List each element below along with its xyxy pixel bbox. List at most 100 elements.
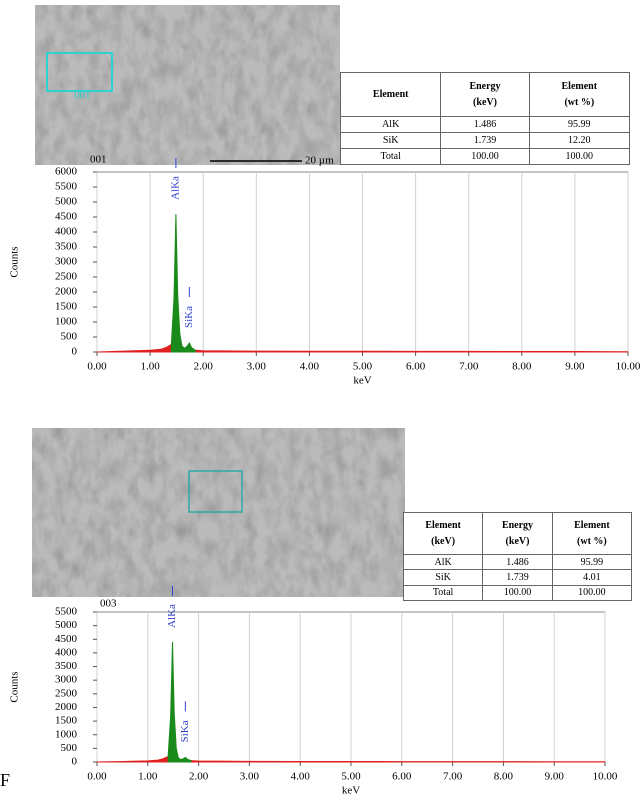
- x-tick-label: 4.00: [300, 361, 320, 373]
- caption: F: [0, 770, 11, 790]
- table-cell: 100.00: [482, 584, 553, 602]
- table-row: Total 100.00 100.00: [339, 148, 631, 165]
- peak-label: AlKa: [166, 604, 178, 628]
- eds-table: Element Energy (keV) Element (wt %) AlK 1.486 9…: [339, 72, 631, 165]
- sem-image: [32, 428, 405, 597]
- y-tick-label: 3500: [55, 241, 78, 253]
- y-tick-label: 2000: [55, 286, 78, 298]
- peak-label: AlKa: [169, 176, 181, 200]
- y-axis-label: Counts: [9, 671, 21, 702]
- x-tick-label: 0.00: [87, 771, 107, 783]
- x-tick-label: 4.00: [291, 771, 311, 783]
- table-cell: SiK: [339, 132, 442, 149]
- table-cell: AlK: [339, 116, 442, 133]
- x-tick-label: 3.00: [247, 361, 267, 373]
- y-tick-label: 500: [61, 331, 78, 343]
- table-cell: 1.739: [440, 132, 530, 149]
- x-tick-label: 8.00: [512, 361, 532, 373]
- header-text: Element: [574, 519, 610, 531]
- series: [167, 641, 192, 763]
- y-tick-label: 4000: [55, 226, 78, 238]
- x-tick-label: 6.00: [406, 361, 426, 373]
- y-tick-label: 3000: [55, 674, 78, 686]
- y-tick-label: 2500: [55, 687, 78, 699]
- table-cell: Total: [402, 584, 484, 602]
- header-row: Element Energy (keV) Element (wt %): [339, 72, 631, 117]
- x-tick-label: 7.00: [443, 771, 463, 783]
- chart-title: 003: [100, 598, 117, 610]
- table-cell: 1.486: [482, 554, 553, 571]
- table-cell: 95.99: [551, 554, 633, 571]
- table-row: SiK 1.739 12.20: [339, 132, 631, 149]
- x-tick-label: 2.00: [194, 361, 214, 373]
- sem-image: 001 20 µm: [35, 5, 340, 167]
- x-tick-label: 6.00: [392, 771, 412, 783]
- table-cell: 100.00: [528, 148, 631, 165]
- table-cell: 4.01: [551, 569, 633, 586]
- x-tick-label: 0.00: [87, 361, 107, 373]
- header-text: (wt %): [577, 535, 607, 547]
- header-cell: Element (wt %): [551, 511, 633, 556]
- y-tick-label: 5000: [55, 619, 78, 631]
- region-label: 001: [74, 90, 91, 102]
- header-cell: Element (keV): [402, 511, 484, 556]
- y-axis-label: Counts: [9, 246, 21, 277]
- table-cell: 12.20: [528, 132, 631, 149]
- spectrum-area: [194, 349, 629, 353]
- y-tick-label: 1500: [55, 301, 78, 313]
- table-cell: 100.00: [551, 584, 633, 602]
- x-axis-label: keV: [353, 375, 371, 387]
- x-tick-label: 1.00: [138, 771, 158, 783]
- table-row: Total 100.00 100.00: [402, 584, 633, 602]
- header-text: Element: [561, 80, 598, 92]
- x-tick-label: 9.00: [545, 771, 565, 783]
- y-tick-label: 3000: [55, 256, 78, 268]
- table-row: SiK 1.739 4.01: [402, 569, 633, 586]
- x-axis-label: keV: [342, 785, 360, 794]
- y-tick-label: 6000: [55, 166, 78, 178]
- y-tick-label: 2500: [55, 271, 78, 283]
- series: [170, 213, 196, 353]
- table-cell: 1.739: [482, 569, 553, 586]
- spectrum-area: [96, 343, 172, 353]
- x-tick-label: 2.00: [189, 771, 209, 783]
- x-tick-label: 10.00: [616, 361, 641, 373]
- y-tick-label: 4500: [55, 633, 78, 645]
- x-tick-label: 3.00: [240, 771, 260, 783]
- table-cell: SiK: [402, 569, 484, 586]
- table-cell: AlK: [402, 554, 484, 571]
- spectrum-area: [167, 641, 192, 763]
- header-text: (keV): [473, 96, 497, 108]
- header-text: (wt %): [564, 96, 595, 108]
- x-tick-label: 7.00: [459, 361, 479, 373]
- header-text: Element: [372, 88, 409, 100]
- spectrum-area: [190, 760, 606, 763]
- x-tick-label: 9.00: [565, 361, 585, 373]
- y-tick-label: 2000: [55, 701, 78, 713]
- peak-label: SiKa: [183, 306, 195, 328]
- scale-label: 20 µm: [305, 155, 334, 167]
- y-tick-label: 3500: [55, 660, 78, 672]
- chart-title: 001: [90, 154, 107, 166]
- x-tick-label: 10.00: [593, 771, 618, 783]
- region-box: [188, 470, 243, 513]
- spectrum-area: [170, 213, 196, 353]
- y-tick-label: 5500: [55, 606, 78, 618]
- table-row: AlK 1.486 95.99: [339, 116, 631, 133]
- y-tick-label: 1500: [55, 715, 78, 727]
- y-tick-label: 0: [72, 756, 78, 768]
- x-tick-label: 5.00: [341, 771, 361, 783]
- header-row: Element (keV) Energy (keV) Element (wt %): [402, 511, 633, 556]
- y-tick-label: 4500: [55, 211, 78, 223]
- peak-label: SiKa: [179, 720, 191, 742]
- x-tick-label: 8.00: [494, 771, 514, 783]
- spectrum-area: [96, 755, 169, 763]
- x-tick-label: 1.00: [140, 361, 160, 373]
- table-cell: 100.00: [440, 148, 530, 165]
- y-tick-label: 5000: [55, 196, 78, 208]
- region-box: [46, 52, 113, 92]
- header-text: (keV): [431, 535, 456, 547]
- header-text: Energy: [469, 80, 501, 92]
